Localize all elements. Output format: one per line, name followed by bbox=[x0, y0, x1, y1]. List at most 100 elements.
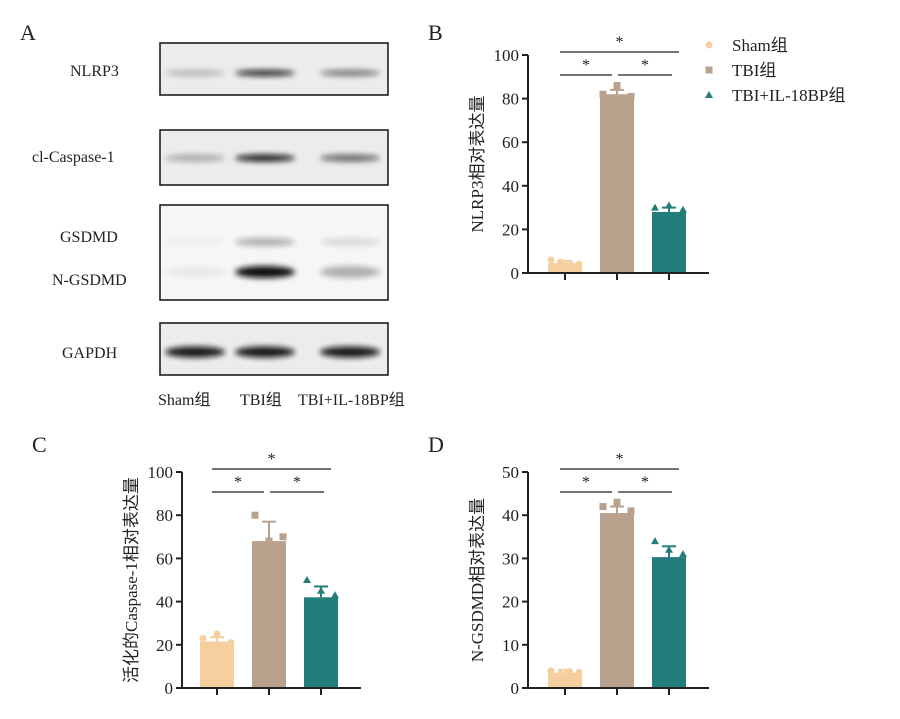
western-blot bbox=[159, 42, 389, 376]
y-tick-label: 0 bbox=[511, 264, 520, 283]
data-point bbox=[213, 630, 221, 638]
bar-1 bbox=[252, 541, 286, 688]
y-axis-label: 活化的Caspase-1相对表达量 bbox=[122, 477, 141, 683]
data-point bbox=[566, 668, 574, 676]
panel-label-a: A bbox=[20, 20, 36, 45]
significance-star: * bbox=[293, 474, 301, 491]
y-tick-label: 30 bbox=[502, 549, 519, 568]
chart-d: 0 10 20 30 40 50 N-GSDMD相对表达量 * * * bbox=[468, 451, 709, 698]
blot-label-nlrp3: NLRP3 bbox=[70, 63, 119, 80]
blot-band bbox=[320, 154, 380, 162]
blot-band bbox=[165, 154, 225, 162]
y-tick-label: 20 bbox=[156, 636, 173, 655]
blot-band bbox=[165, 238, 225, 246]
blot-band bbox=[235, 266, 295, 278]
y-tick-label: 0 bbox=[511, 679, 520, 698]
blot-nlrp3 bbox=[159, 42, 389, 96]
bar-1 bbox=[600, 513, 634, 688]
data-point bbox=[547, 667, 555, 675]
lane-label-sham: Sham组 bbox=[158, 391, 210, 409]
blot-band bbox=[235, 70, 295, 76]
legend: Sham组 TBI组 TBI+IL-18BP组 bbox=[705, 36, 845, 105]
y-tick-label: 80 bbox=[502, 90, 519, 109]
y-axis-label: NLRP3相对表达量 bbox=[468, 96, 487, 233]
bar-2 bbox=[652, 211, 686, 273]
significance-star: * bbox=[641, 57, 649, 74]
data-point bbox=[651, 203, 659, 211]
y-axis-label: N-GSDMD相对表达量 bbox=[468, 498, 487, 662]
y-tick-label: 40 bbox=[156, 593, 173, 612]
y-tick-label: 0 bbox=[165, 679, 174, 698]
chart-c: 0 20 40 60 80 100 活化的Caspase-1相对表达量 * * * bbox=[122, 451, 361, 698]
blot-label-gsdmd: GSDMD bbox=[60, 229, 118, 246]
blot-band bbox=[320, 70, 380, 76]
panel-label-b: B bbox=[428, 20, 443, 45]
bar-2 bbox=[304, 597, 338, 688]
panel-label-d: D bbox=[428, 432, 444, 457]
blot-label-gapdh: GAPDH bbox=[62, 345, 118, 362]
legend-marker-tbi-il18bp bbox=[705, 91, 713, 98]
data-point bbox=[317, 586, 325, 594]
significance-star: * bbox=[234, 474, 242, 491]
y-tick-label: 20 bbox=[502, 593, 519, 612]
data-point bbox=[599, 503, 607, 511]
legend-label: TBI组 bbox=[732, 61, 776, 80]
blot-band bbox=[165, 346, 225, 358]
blot-band bbox=[235, 238, 295, 246]
bar-0 bbox=[548, 672, 582, 688]
y-tick-label: 100 bbox=[148, 463, 174, 482]
blot-band bbox=[235, 154, 295, 162]
data-point bbox=[627, 92, 635, 100]
chart-b: 0 20 40 60 80 100 NLRP3相对表达量 * * * bbox=[468, 34, 709, 283]
data-point bbox=[575, 668, 583, 676]
blot-label-n-gsdmd: N-GSDMD bbox=[52, 272, 127, 289]
data-point bbox=[613, 498, 621, 506]
y-tick-label: 100 bbox=[494, 46, 520, 65]
legend-label: TBI+IL-18BP组 bbox=[732, 86, 845, 105]
y-tick-label: 20 bbox=[502, 220, 519, 239]
y-tick-label: 40 bbox=[502, 177, 519, 196]
data-point bbox=[303, 576, 311, 583]
data-point bbox=[627, 507, 635, 515]
significance-star: * bbox=[582, 57, 590, 74]
blot-band bbox=[320, 266, 380, 278]
y-tick-label: 60 bbox=[502, 133, 519, 152]
data-point bbox=[556, 670, 564, 678]
data-point bbox=[665, 201, 673, 209]
legend-marker-sham bbox=[705, 41, 713, 49]
y-tick-label: 60 bbox=[156, 549, 173, 568]
y-tick-label: 50 bbox=[502, 463, 519, 482]
data-point bbox=[265, 537, 273, 545]
bar-2 bbox=[652, 557, 686, 688]
bar-0 bbox=[548, 263, 582, 273]
data-point bbox=[679, 205, 687, 213]
blot-gsdmd bbox=[159, 204, 389, 301]
data-point bbox=[199, 634, 207, 642]
legend-marker-tbi bbox=[705, 66, 713, 74]
data-point bbox=[566, 259, 574, 267]
blot-label-cl-caspase-1: cl-Caspase-1 bbox=[32, 149, 115, 166]
significance-star: * bbox=[616, 451, 624, 468]
data-point bbox=[547, 256, 555, 264]
lane-label-tbi-il18bp: TBI+IL-18BP组 bbox=[298, 391, 405, 409]
data-point bbox=[556, 258, 564, 266]
data-point bbox=[599, 90, 607, 98]
data-point bbox=[665, 545, 673, 553]
data-point bbox=[279, 533, 287, 541]
data-point bbox=[227, 639, 235, 647]
y-tick-label: 80 bbox=[156, 506, 173, 525]
significance-star: * bbox=[268, 451, 276, 468]
data-point bbox=[251, 511, 259, 519]
significance-star: * bbox=[616, 34, 624, 51]
panel-label-c: C bbox=[32, 432, 47, 457]
significance-star: * bbox=[641, 474, 649, 491]
blot-band bbox=[235, 346, 295, 358]
significance-star: * bbox=[582, 474, 590, 491]
data-point bbox=[613, 82, 621, 90]
blot-band bbox=[320, 346, 380, 358]
bar-0 bbox=[200, 641, 234, 688]
lane-label-tbi: TBI组 bbox=[240, 391, 282, 409]
y-tick-label: 10 bbox=[502, 636, 519, 655]
data-point bbox=[331, 591, 339, 599]
